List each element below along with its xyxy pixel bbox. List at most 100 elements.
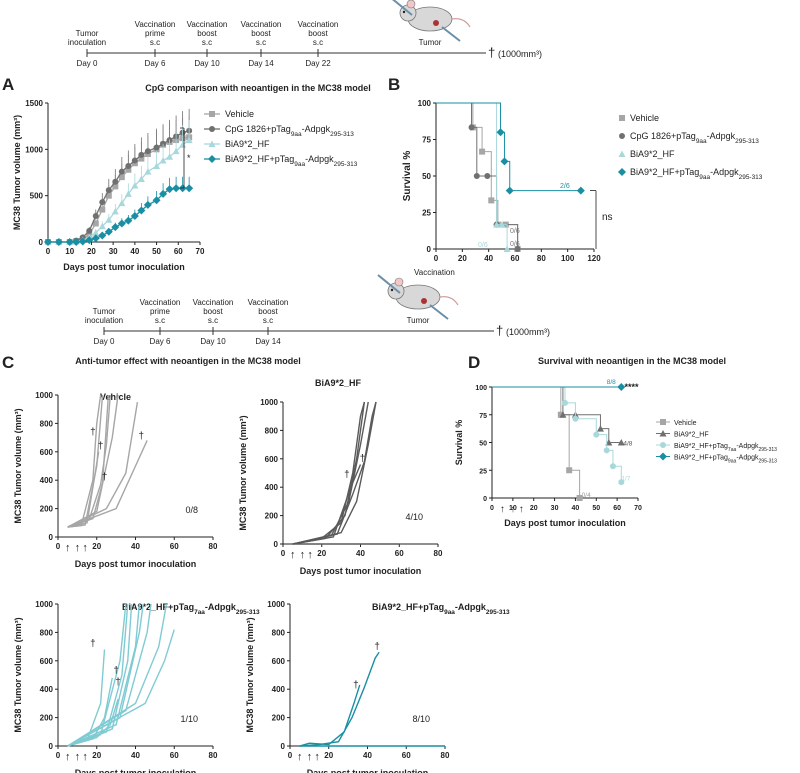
timeline-event-label: s.c [208, 316, 218, 325]
survival-series [492, 386, 583, 501]
timeline-day-label: Day 14 [248, 59, 274, 68]
y-tick-label: 400 [40, 476, 54, 485]
x-tick-label: 60 [511, 254, 520, 263]
data-point [603, 447, 610, 454]
data-point [153, 144, 160, 151]
timeline-event-label: boost [197, 29, 217, 38]
data-point [496, 128, 505, 137]
panel-letter: B [388, 75, 400, 94]
x-tick-label: 70 [196, 247, 205, 256]
tumor-growth-curve [67, 629, 175, 747]
y-tick-label: 1000 [267, 600, 285, 609]
ratio-annotation: 8/8 [607, 379, 616, 386]
y-tick-label: 100 [418, 99, 432, 108]
y-tick-label: 600 [265, 455, 279, 464]
arrow-up-icon: ↑ [510, 504, 515, 515]
timeline-day-label: Day 10 [194, 59, 220, 68]
y-tick-label: 50 [422, 172, 431, 181]
x-tick-label: 0 [288, 751, 293, 760]
dagger-icon: † [353, 680, 359, 691]
timeline-event-label: boost [308, 29, 328, 38]
y-tick-label: 200 [40, 505, 54, 514]
data-point [618, 479, 625, 486]
y-axis-label: MC38 Tumor volume (mm³) [245, 617, 255, 732]
x-tick-label: 40 [363, 751, 372, 760]
legend-marker [208, 140, 216, 147]
data-point [86, 227, 93, 234]
x-tick-label: 100 [561, 254, 575, 263]
x-axis-label: Days post tumor inoculation [307, 768, 429, 773]
timeline-event-label: boost [258, 307, 278, 316]
panel-letter: A [2, 75, 14, 94]
x-tick-label: 40 [131, 751, 140, 760]
chart-title: CpG comparison with neoantigen in the MC… [145, 83, 371, 93]
y-tick-label: 800 [265, 426, 279, 435]
data-point [130, 212, 139, 221]
data-point [152, 196, 161, 205]
y-tick-label: 400 [272, 685, 286, 694]
x-axis-label: Days post tumor inoculation [75, 768, 197, 773]
timeline-event-label: Vaccination [140, 298, 181, 307]
data-point [118, 168, 125, 175]
arrow-up-icon: ↑ [65, 751, 71, 763]
timeline-event-label: inoculation [85, 316, 123, 325]
data-point [185, 184, 194, 193]
y-tick-label: 25 [422, 209, 431, 218]
data-point [144, 168, 152, 175]
x-axis-label: Days post tumor inoculation [300, 566, 422, 576]
x-tick-label: 0 [490, 505, 494, 512]
data-point [78, 237, 87, 246]
legend-marker [660, 419, 666, 425]
y-tick-label: 1000 [35, 391, 53, 400]
series-line [48, 187, 190, 243]
legend-marker [209, 111, 215, 117]
syringe-icon [441, 26, 461, 42]
timeline-event-label: s.c [150, 38, 160, 47]
y-tick-label: 800 [272, 628, 286, 637]
y-tick-label: 100 [475, 385, 487, 392]
data-point [138, 151, 145, 158]
timeline-day-label: Day 22 [305, 59, 331, 68]
data-point [500, 157, 509, 166]
data-point [125, 163, 132, 170]
data-point [91, 234, 100, 243]
y-tick-label: 200 [272, 714, 286, 723]
data-point [99, 206, 106, 213]
timeline-endpoint: (1000mm³) [506, 327, 550, 337]
data-point [105, 216, 113, 223]
data-point [566, 467, 573, 474]
legend-label: BiA9*2_HF [630, 149, 675, 159]
subplot-title: BiA9*2_HF [315, 378, 362, 388]
x-tick-label: 20 [92, 542, 101, 551]
mouse-tumor-label: Tumor [419, 38, 442, 47]
legend-marker [618, 150, 626, 157]
data-point [572, 415, 579, 422]
data-point [44, 238, 52, 246]
x-tick-label: 80 [537, 254, 546, 263]
ratio-annotation: 0/6 [510, 241, 520, 248]
y-tick-label: 1000 [25, 145, 43, 154]
x-tick-label: 40 [484, 254, 493, 263]
data-point [159, 189, 168, 198]
x-tick-label: 0 [434, 254, 439, 263]
legend-label: Vehicle [630, 113, 659, 123]
data-point [166, 153, 174, 160]
x-tick-label: 0 [46, 247, 51, 256]
legend-marker [209, 126, 215, 132]
x-axis-label: Days post tumor inoculation [63, 262, 185, 272]
tumor-growth-curve [67, 394, 119, 528]
data-point [576, 495, 583, 501]
data-point [131, 181, 139, 189]
x-tick-label: 0 [281, 549, 286, 558]
data-point [112, 178, 119, 185]
y-tick-label: 800 [40, 419, 54, 428]
y-axis-label: MC38 Tumor volume (mm³) [13, 617, 23, 732]
y-tick-label: 400 [265, 483, 279, 492]
panel-letter: C [2, 353, 14, 372]
data-point [138, 155, 145, 162]
ratio-label: 8/10 [412, 714, 430, 724]
tumor-growth-curve [67, 698, 119, 747]
x-tick-label: 0 [56, 751, 61, 760]
ratio-annotation: 4/8 [623, 441, 632, 448]
